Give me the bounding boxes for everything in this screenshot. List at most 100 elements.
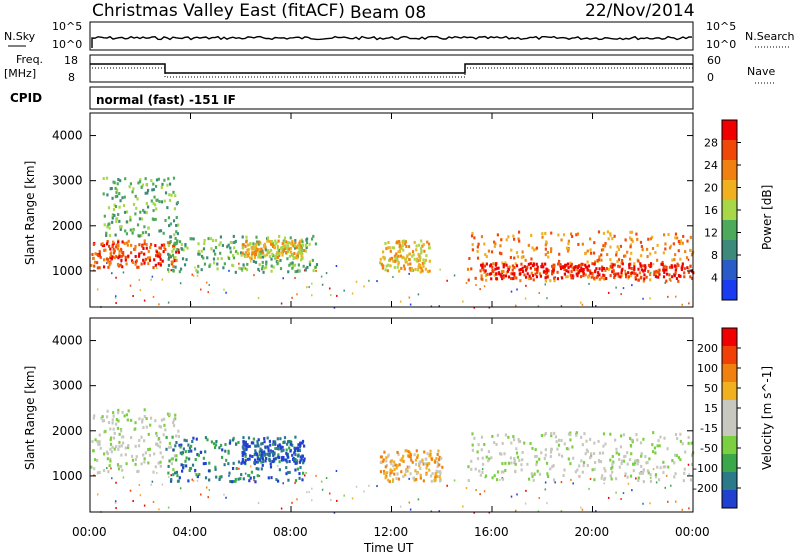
data-cell <box>497 266 500 270</box>
data-cell <box>630 452 633 456</box>
data-cell <box>647 263 651 267</box>
data-cell <box>275 241 278 245</box>
data-cell <box>496 266 499 270</box>
data-cell <box>526 265 529 269</box>
data-cell <box>488 306 491 309</box>
data-cell <box>557 262 560 266</box>
data-cell <box>688 473 690 476</box>
data-cell <box>256 455 260 459</box>
data-cell <box>311 282 313 285</box>
data-cell <box>274 255 277 259</box>
data-cell <box>241 454 244 458</box>
data-cell <box>402 248 405 252</box>
data-cell <box>550 432 553 436</box>
data-cell <box>194 468 197 472</box>
data-cell <box>433 460 437 464</box>
data-cell <box>655 481 658 484</box>
data-cell <box>289 449 292 453</box>
data-cell <box>107 265 110 269</box>
data-cell <box>438 455 441 459</box>
colorbar-tick-label: -200 <box>693 482 718 495</box>
data-cell <box>664 465 667 469</box>
data-cell <box>220 257 223 261</box>
data-cell <box>399 300 402 303</box>
data-cell <box>208 264 211 268</box>
data-cell <box>551 269 554 273</box>
data-cell <box>567 447 570 451</box>
data-cell <box>197 249 200 253</box>
data-cell <box>582 262 585 266</box>
data-cell <box>172 243 176 247</box>
data-cell <box>155 250 159 254</box>
data-cell <box>192 436 195 440</box>
data-cell <box>556 270 559 274</box>
data-cell <box>294 435 297 439</box>
data-cell <box>251 252 254 256</box>
data-cell <box>662 275 666 279</box>
data-cell <box>138 234 141 238</box>
data-cell <box>570 478 572 481</box>
data-cell <box>590 454 593 458</box>
data-cell <box>143 408 146 412</box>
data-cell <box>106 260 109 264</box>
data-cell <box>527 277 531 281</box>
data-cell <box>397 477 401 481</box>
data-cell <box>627 277 630 280</box>
data-cell <box>620 271 623 275</box>
data-cell <box>303 474 306 477</box>
data-cell <box>644 266 647 270</box>
data-cell <box>387 241 390 245</box>
data-cell <box>554 435 558 439</box>
data-cell <box>408 477 410 480</box>
y-tick-label: 3000 <box>52 174 83 188</box>
data-cell <box>647 237 650 241</box>
data-cell <box>94 438 97 442</box>
data-cell <box>127 443 130 447</box>
data-cell <box>500 452 503 456</box>
data-cell <box>629 274 633 278</box>
data-cell <box>515 276 518 280</box>
colorbar-segment <box>722 454 737 473</box>
data-cell <box>597 230 601 234</box>
data-cell <box>218 243 221 247</box>
data-cell <box>427 242 431 246</box>
data-cell <box>294 276 296 279</box>
data-cell <box>676 436 679 440</box>
data-cell <box>146 205 150 209</box>
data-cell <box>258 458 261 462</box>
data-cell <box>504 433 507 437</box>
data-cell <box>681 442 684 446</box>
data-cell <box>272 265 275 269</box>
data-cell <box>620 462 623 466</box>
data-cell <box>428 259 431 263</box>
data-cell <box>277 252 280 256</box>
data-cell <box>636 462 639 466</box>
data-cell <box>567 247 571 251</box>
data-cell <box>191 440 194 444</box>
data-cell <box>235 467 238 471</box>
data-cell <box>473 306 475 309</box>
data-cell <box>397 254 400 258</box>
data-cell <box>683 467 686 471</box>
data-cell <box>175 458 178 462</box>
data-cell <box>244 244 247 248</box>
data-cell <box>495 272 498 276</box>
data-cell <box>516 455 520 459</box>
data-cell <box>544 481 547 484</box>
data-cell <box>435 456 438 460</box>
data-cell <box>289 236 292 240</box>
data-cell <box>435 469 438 473</box>
data-cell <box>115 243 118 247</box>
data-cell <box>244 267 247 270</box>
data-cell <box>436 452 439 456</box>
data-cell <box>502 265 505 269</box>
data-cell <box>143 242 146 246</box>
data-cell <box>113 181 116 185</box>
data-cell <box>261 450 264 454</box>
data-cell <box>143 457 146 461</box>
data-cell <box>258 453 261 457</box>
data-cell <box>396 259 399 263</box>
nave-trace <box>92 67 693 78</box>
data-cell <box>480 277 483 281</box>
data-cell <box>632 271 636 275</box>
